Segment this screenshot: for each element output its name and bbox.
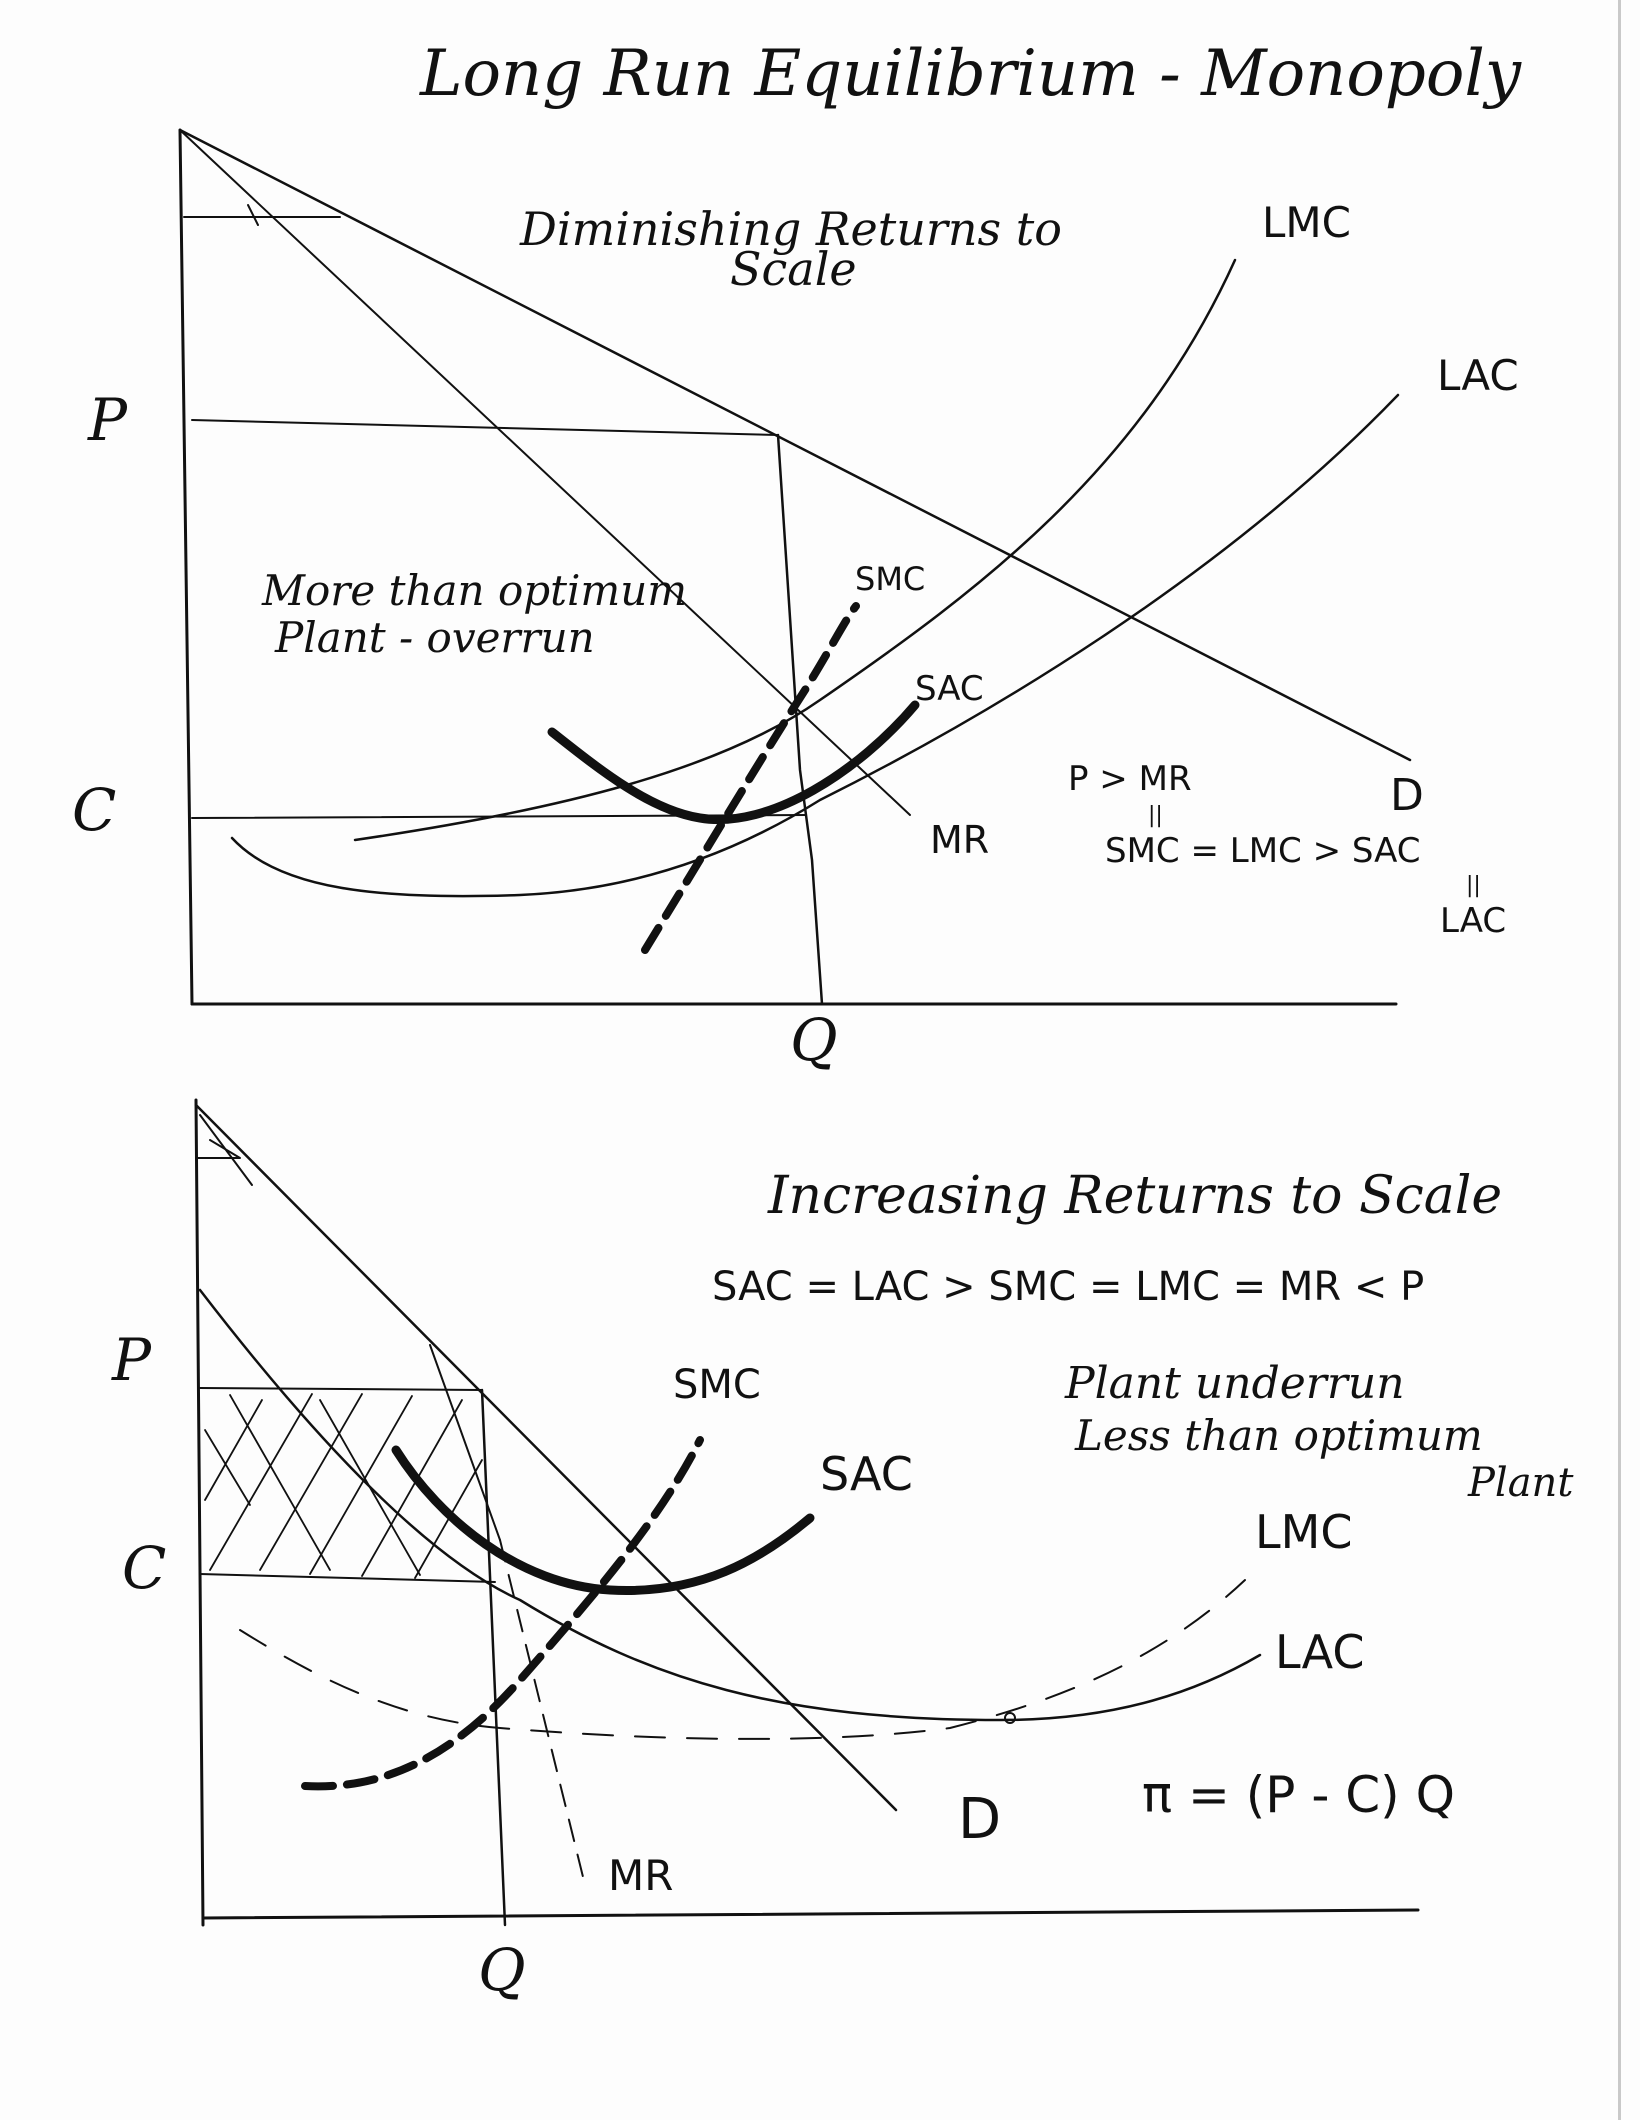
bottom-y-axis bbox=[194, 1098, 205, 1927]
top-smc-curve bbox=[641, 602, 860, 954]
bottom-d-label: D bbox=[958, 1787, 1001, 1852]
top-axis-c-label: C bbox=[72, 776, 116, 844]
top-lmc-label: LMC bbox=[1262, 198, 1351, 247]
bottom-lac-min-point bbox=[1004, 1712, 1016, 1724]
top-smc-label: SMC bbox=[855, 560, 925, 598]
bottom-note-line3: Plant bbox=[1467, 1460, 1574, 1506]
bottom-mr-label: MR bbox=[608, 1851, 673, 1900]
top-condition-line1: P > MR bbox=[1068, 759, 1192, 799]
bottom-lmc-curve bbox=[239, 1579, 1246, 1740]
top-d-label: D bbox=[1390, 770, 1424, 821]
bottom-smc-curve bbox=[301, 1436, 704, 1791]
top-heading-line2: Scale bbox=[730, 242, 857, 296]
bottom-sac-curve bbox=[391, 1445, 815, 1595]
top-demand-curve bbox=[178, 128, 1412, 762]
top-axis-p-label: P bbox=[87, 386, 128, 454]
top-condition-eq2: || bbox=[1466, 873, 1481, 898]
bottom-lac-label: LAC bbox=[1275, 1625, 1364, 1679]
bottom-profit-formula: π = (P - C) Q bbox=[1142, 1766, 1455, 1824]
page-title: Long Run Equilibrium - Monopoly bbox=[419, 37, 1522, 111]
top-heading-line1: Diminishing Returns to bbox=[519, 202, 1062, 256]
top-condition-line2: SMC = LMC > SAC bbox=[1105, 831, 1421, 871]
bottom-axis-c-label: C bbox=[122, 1534, 166, 1602]
bottom-mr-curve-low bbox=[499, 1539, 586, 1886]
top-small-mark bbox=[247, 204, 259, 226]
bottom-note-line2: Less than optimum bbox=[1074, 1411, 1483, 1460]
bottom-axis-p-label: P bbox=[111, 1326, 152, 1394]
top-price-line bbox=[191, 419, 779, 436]
top-note-line1: More than optimum bbox=[261, 566, 687, 615]
bottom-small-tick bbox=[195, 1139, 241, 1159]
bottom-mr-curve-mid bbox=[429, 1344, 501, 1541]
bottom-demand-curve bbox=[194, 1103, 898, 1812]
bottom-lac-curve bbox=[198, 1288, 1262, 1722]
top-lmc-curve bbox=[353, 258, 1237, 842]
bottom-quantity-line bbox=[480, 1388, 507, 1927]
bottom-x-axis bbox=[201, 1908, 1420, 1920]
bottom-axis-q-label: Q bbox=[478, 1936, 526, 2004]
bottom-profit-hatch bbox=[204, 1393, 483, 1579]
top-y-axis bbox=[178, 128, 194, 1006]
bottom-sac-label: SAC bbox=[820, 1447, 913, 1501]
top-axis-q-label: Q bbox=[790, 1006, 838, 1074]
bottom-diagram: P C Q Increasing Returns to Scale SAC = … bbox=[111, 1098, 1574, 2004]
top-sac-curve bbox=[547, 700, 920, 824]
top-marginal-revenue-curve bbox=[179, 129, 911, 816]
bottom-smc-label: SMC bbox=[673, 1362, 761, 1408]
top-note-line2: Plant - overrun bbox=[274, 613, 595, 662]
scan-edge bbox=[1618, 0, 1621, 2120]
top-sac-label: SAC bbox=[915, 669, 984, 709]
bottom-cost-line bbox=[199, 1573, 496, 1583]
bottom-price-line bbox=[199, 1387, 483, 1391]
top-diagram: P C Q Diminishing Returns to Scale LMC L… bbox=[72, 128, 1519, 1074]
bottom-lmc-label: LMC bbox=[1255, 1505, 1352, 1559]
top-mr-label: MR bbox=[930, 818, 989, 862]
bottom-note-line1: Plant underrun bbox=[1064, 1358, 1405, 1409]
top-condition-line3: LAC bbox=[1440, 901, 1506, 941]
bottom-condition: SAC = LAC > SMC = LMC = MR < P bbox=[712, 1264, 1424, 1310]
top-condition-eq1: || bbox=[1148, 803, 1163, 828]
top-lac-label: LAC bbox=[1437, 351, 1519, 400]
bottom-heading: Increasing Returns to Scale bbox=[767, 1166, 1502, 1226]
top-lac-curve bbox=[230, 393, 1400, 898]
